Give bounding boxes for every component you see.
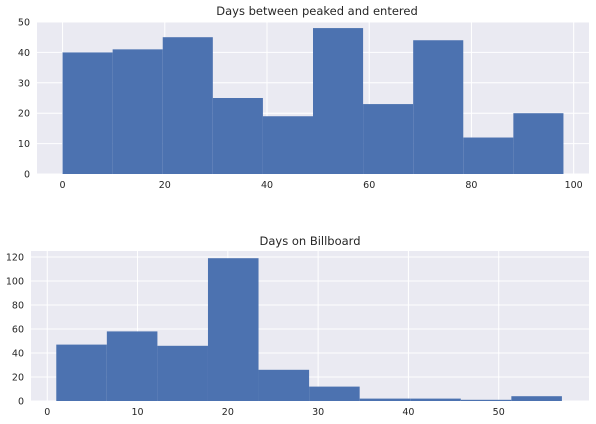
y-tick-label: 60 (12, 325, 24, 336)
histogram-bar (359, 398, 411, 401)
histogram-bar (313, 28, 364, 174)
y-tick-label: 0 (18, 397, 24, 408)
x-tick-label: 0 (60, 180, 66, 191)
y-tick-label: 0 (24, 170, 30, 181)
histogram-bar (463, 137, 514, 174)
x-tick-label: 100 (565, 180, 583, 191)
y-tick-label: 40 (18, 48, 30, 59)
y-tick-label: 10 (18, 139, 30, 150)
x-tick-label: 40 (261, 180, 273, 191)
histogram-bar (56, 344, 107, 401)
histogram-bar (112, 49, 163, 174)
x-tick-label: 40 (402, 407, 414, 418)
histogram-bar (309, 386, 360, 401)
x-tick-label: 10 (131, 407, 143, 418)
y-tick-label: 80 (12, 301, 24, 312)
histogram-days-on-billboard: Days on Billboard 0 10 20 30 40 50 0 20 40 60 80 10… (6, 234, 589, 418)
x-tick-label: 50 (493, 407, 505, 418)
x-tick-label: 20 (222, 407, 234, 418)
histogram-bar (413, 40, 464, 174)
y-tick-label: 20 (12, 373, 24, 384)
y-tick-label: 30 (18, 78, 30, 89)
chart-title: Days on Billboard (259, 234, 360, 248)
y-tick-label: 40 (12, 349, 24, 360)
chart-title: Days between peaked and entered (216, 4, 418, 18)
histogram-bar (62, 52, 113, 174)
y-tick-label: 20 (18, 109, 30, 120)
x-tick-label: 60 (363, 180, 375, 191)
x-tick-label: 20 (159, 180, 171, 191)
histogram-bar (460, 399, 512, 401)
histogram-days-between-peaked-and-entered: Days between peaked and entered 0 20 40 60 8… (18, 4, 589, 191)
histogram-bar (212, 98, 263, 174)
x-tick-label: 30 (312, 407, 324, 418)
y-tick-label: 120 (6, 253, 24, 264)
histogram-bar (511, 396, 562, 401)
histogram-bar (157, 345, 208, 401)
histogram-bar (410, 398, 461, 401)
y-tick-label: 100 (6, 277, 24, 288)
histogram-bar (363, 104, 414, 174)
x-tick-label: 80 (465, 180, 477, 191)
histogram-bar (106, 331, 158, 401)
histogram-bar (162, 37, 213, 175)
x-tick-label: 0 (44, 407, 50, 418)
histogram-bar (207, 258, 259, 401)
y-tick-label: 50 (18, 18, 30, 29)
histogram-bar (258, 369, 310, 401)
histogram-bar (262, 116, 313, 174)
histogram-bar (513, 113, 564, 174)
